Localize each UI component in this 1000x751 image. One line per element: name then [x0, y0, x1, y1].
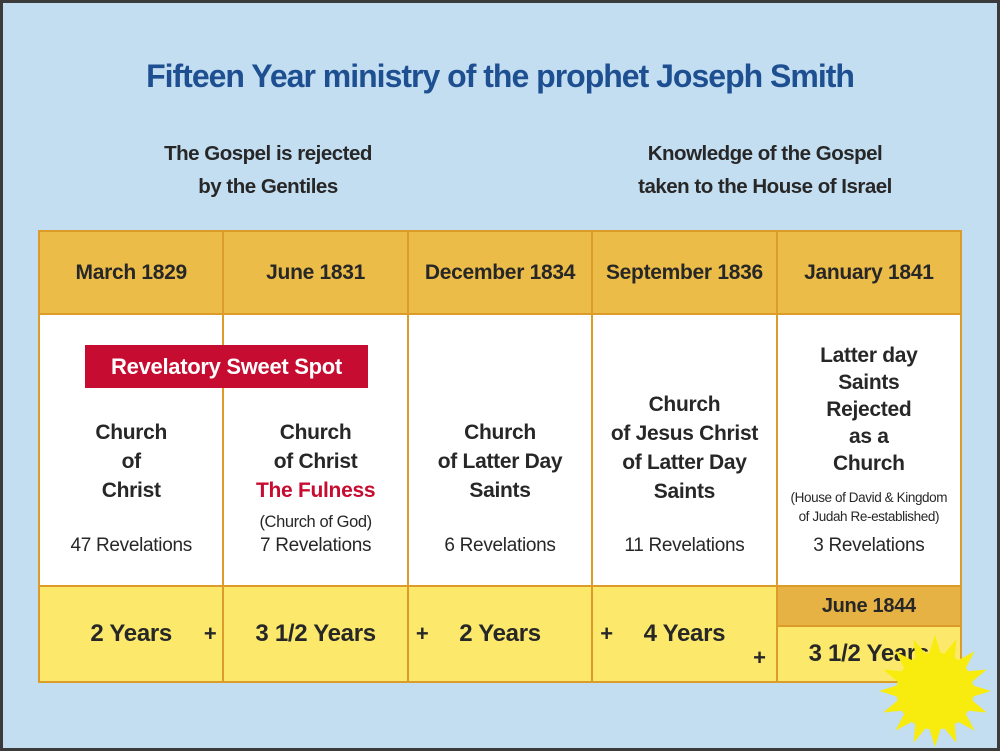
church-name: Latter day Saints Rejected as a Church (… [778, 342, 960, 526]
duration-label: 3 1/2 Years [255, 620, 376, 647]
duration-label: 2 Years [459, 620, 541, 647]
timeline-table: March 1829 June 1831 December 1834 Septe… [38, 230, 962, 683]
church-name: Church of Jesus Christ of Latter Day Sai… [610, 393, 759, 503]
body-cell-5: Latter day Saints Rejected as a Church (… [775, 315, 961, 585]
plus-sign: + [203, 621, 217, 646]
duration-label: 4 Years [643, 620, 726, 647]
column-header-september-1836: September 1836 [591, 232, 776, 313]
plus-sign: + [600, 621, 613, 646]
duration-cell-1: 2 Years + [40, 587, 223, 681]
column-header-march-1829: March 1829 [40, 232, 223, 313]
column-header-january-1841: January 1841 [775, 232, 961, 313]
column-header-december-1834: December 1834 [406, 232, 592, 313]
revelations-count: 7 Revelations [259, 535, 372, 556]
duration-cell-4: + 4 Years + [591, 587, 776, 681]
column-header-june-1831: June 1831 [222, 232, 407, 313]
subtitle-line: by the Gentiles [198, 175, 338, 198]
duration-label: 2 Years [90, 620, 172, 647]
plus-sign: + [415, 621, 429, 646]
duration-row: 2 Years + 3 1/2 Years + 2 Years + 4 Year… [40, 587, 961, 681]
church-name: Church of Latter Day Saints [437, 421, 563, 502]
church-name: Church of Christ The Fulness (Church of … [224, 418, 406, 532]
revelations-count: 6 Revelations [444, 535, 556, 556]
plus-sign: + [753, 645, 766, 670]
highlight-the-fulness: The Fulness [255, 479, 376, 502]
subtitle-house-of-israel: Knowledge of the Gospel taken to the Hou… [605, 137, 925, 203]
subtitle-line: Knowledge of the Gospel [647, 142, 883, 165]
revelations-count: 47 Revelations [70, 535, 192, 556]
church-note: (Church of God) [259, 513, 372, 531]
church-note: (House of David & Kingdom of Judah Re-es… [790, 490, 948, 524]
duration-cell-3: + 2 Years [406, 587, 592, 681]
subtitle-line: The Gospel is rejected [164, 142, 372, 165]
sun-starburst-icon [878, 634, 992, 748]
revelations-count: 11 Revelations [624, 535, 745, 556]
body-cell-3: Church of Latter Day Saints 6 Revelation… [406, 315, 592, 585]
duration-cell-2: 3 1/2 Years [222, 587, 407, 681]
revelatory-sweet-spot-banner: Revelatory Sweet Spot [85, 345, 368, 388]
june-1844-banner: June 1844 [777, 587, 961, 627]
subtitle-gospel-rejected: The Gospel is rejected by the Gentiles [112, 137, 424, 203]
revelations-count: 3 Revelations [813, 535, 925, 556]
subtitle-line: taken to the House of Israel [638, 175, 892, 198]
date-header-row: March 1829 June 1831 December 1834 Septe… [40, 232, 961, 315]
page-title: Fifteen Year ministry of the prophet Jos… [146, 58, 855, 94]
body-cell-4: Church of Jesus Christ of Latter Day Sai… [591, 315, 776, 585]
church-name: Church of Christ [95, 421, 168, 502]
